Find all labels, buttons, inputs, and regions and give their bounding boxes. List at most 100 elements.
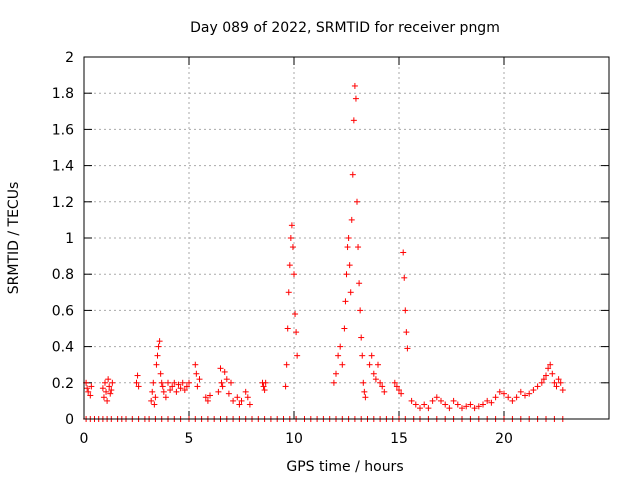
data-point bbox=[513, 394, 520, 401]
x-axis-ticks: 0 5 10 15 20 bbox=[80, 57, 513, 447]
data-point bbox=[104, 397, 111, 404]
data-point bbox=[289, 244, 296, 251]
data-point bbox=[530, 387, 537, 394]
data-point bbox=[408, 397, 415, 404]
y-tick-label: 1.8 bbox=[52, 86, 74, 102]
data-point bbox=[379, 383, 386, 390]
data-point bbox=[286, 262, 293, 269]
data-point bbox=[467, 401, 474, 408]
data-point bbox=[358, 334, 365, 341]
data-point bbox=[547, 361, 554, 368]
data-point bbox=[262, 379, 269, 386]
data-point bbox=[221, 368, 228, 375]
data-point bbox=[284, 325, 291, 332]
data-point bbox=[177, 385, 184, 392]
data-point bbox=[84, 385, 91, 392]
data-point bbox=[186, 379, 192, 386]
data-point bbox=[454, 401, 461, 408]
y-axis-ticks: 0 0.2 0.4 0.6 0.8 1 1.2 1.4 1.6 1.8 2 bbox=[52, 50, 609, 428]
data-point bbox=[438, 397, 444, 404]
y-tick-label: 0 bbox=[65, 412, 74, 428]
data-point bbox=[106, 383, 113, 390]
data-point bbox=[345, 235, 352, 241]
data-point bbox=[192, 361, 199, 368]
data-point bbox=[175, 381, 182, 388]
data-point bbox=[153, 361, 160, 368]
data-point bbox=[134, 372, 141, 379]
x-tick-label: 0 bbox=[80, 431, 89, 447]
data-point bbox=[291, 271, 297, 278]
data-point bbox=[553, 383, 560, 390]
data-point bbox=[425, 405, 432, 412]
data-point bbox=[555, 376, 562, 383]
data-point bbox=[484, 397, 491, 404]
y-tick-label: 1.4 bbox=[52, 159, 74, 175]
data-point bbox=[368, 352, 375, 359]
chart-title: Day 089 of 2022, SRMTID for receiver png… bbox=[190, 20, 500, 36]
data-point bbox=[505, 394, 512, 401]
data-point bbox=[108, 387, 115, 394]
data-point bbox=[347, 289, 354, 296]
data-point bbox=[85, 388, 92, 395]
data-point bbox=[356, 280, 363, 287]
data-point bbox=[160, 388, 167, 395]
data-point bbox=[354, 198, 360, 205]
data-point bbox=[480, 401, 486, 408]
data-point bbox=[352, 95, 359, 102]
data-point bbox=[417, 405, 423, 412]
data-point bbox=[337, 343, 344, 350]
data-point bbox=[509, 397, 516, 404]
data-point bbox=[421, 401, 428, 408]
data-point bbox=[107, 390, 114, 397]
data-point bbox=[287, 235, 294, 241]
data-point bbox=[442, 401, 449, 408]
data-point bbox=[260, 383, 267, 390]
data-point bbox=[450, 397, 457, 404]
data-point bbox=[446, 405, 453, 412]
data-point bbox=[223, 376, 230, 383]
data-point bbox=[236, 401, 243, 408]
data-point bbox=[99, 385, 106, 392]
data-point bbox=[202, 394, 209, 401]
data-points bbox=[83, 82, 566, 422]
data-point bbox=[359, 352, 366, 359]
data-point bbox=[475, 403, 482, 410]
data-point bbox=[242, 388, 249, 395]
data-point bbox=[370, 370, 377, 377]
data-point bbox=[105, 376, 112, 383]
data-point bbox=[459, 405, 465, 412]
data-point bbox=[150, 379, 157, 386]
y-tick-label: 0.8 bbox=[52, 267, 74, 283]
data-point bbox=[348, 216, 355, 223]
data-point bbox=[339, 361, 346, 368]
data-point bbox=[526, 390, 533, 397]
data-point bbox=[293, 329, 300, 336]
data-point bbox=[381, 388, 388, 395]
plot-frame bbox=[83, 56, 610, 420]
data-point bbox=[167, 387, 174, 394]
data-point bbox=[366, 361, 373, 368]
data-point bbox=[341, 325, 348, 332]
data-point bbox=[283, 361, 290, 368]
data-point bbox=[162, 394, 169, 401]
data-point bbox=[154, 352, 161, 359]
data-point bbox=[207, 392, 213, 399]
data-point bbox=[194, 383, 201, 390]
data-point bbox=[204, 397, 211, 404]
data-point bbox=[288, 222, 295, 229]
data-point bbox=[133, 379, 140, 386]
data-point bbox=[333, 370, 339, 377]
data-point bbox=[193, 370, 200, 377]
data-point bbox=[261, 387, 268, 394]
data-point bbox=[375, 361, 381, 368]
data-point bbox=[343, 271, 350, 278]
data-point bbox=[396, 387, 402, 394]
data-point bbox=[400, 249, 407, 256]
data-point bbox=[171, 379, 178, 386]
data-point bbox=[360, 379, 367, 386]
data-point bbox=[403, 329, 410, 336]
data-point bbox=[463, 403, 470, 410]
data-point bbox=[158, 379, 165, 386]
data-point bbox=[377, 379, 384, 386]
